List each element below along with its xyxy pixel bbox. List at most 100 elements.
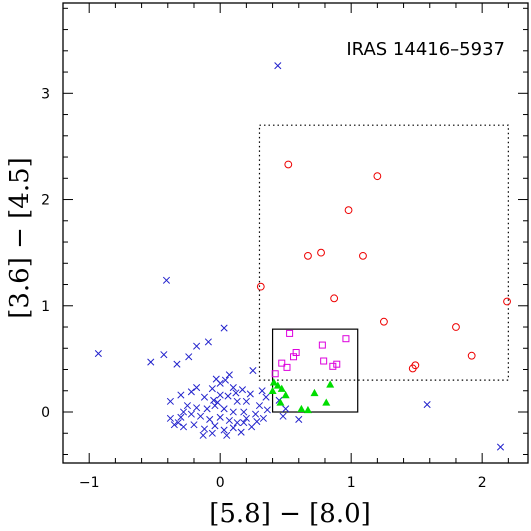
data-point-cross xyxy=(242,397,250,405)
data-point-triangle xyxy=(297,404,306,413)
data-point-square xyxy=(278,359,286,367)
data-point-cross xyxy=(212,375,220,383)
data-point-circle xyxy=(467,351,476,360)
data-point-triangle xyxy=(269,378,278,386)
data-point-cross xyxy=(232,389,240,397)
data-point-cross xyxy=(190,421,198,429)
data-point-cross xyxy=(216,391,224,399)
data-point-square xyxy=(271,370,279,378)
data-point-circle xyxy=(256,282,265,291)
data-point-cross xyxy=(225,371,233,379)
data-point-circle xyxy=(452,323,460,331)
data-point-cross xyxy=(259,414,267,422)
data-point-cross xyxy=(279,412,287,420)
data-point-cross xyxy=(94,350,102,358)
data-point-cross xyxy=(263,406,271,414)
data-point-cross xyxy=(204,338,212,346)
data-point-triangle xyxy=(326,380,335,388)
data-point-circle xyxy=(380,317,388,326)
data-point-square xyxy=(283,363,291,371)
data-point-cross xyxy=(147,358,155,366)
data-point-triangle xyxy=(281,391,290,399)
data-point-cross xyxy=(220,426,228,434)
data-point-cross xyxy=(193,404,201,412)
data-point-cross xyxy=(240,419,248,427)
data-point-cross xyxy=(216,413,224,421)
data-point-cross xyxy=(179,423,188,431)
data-point-cross xyxy=(174,419,182,427)
data-point-circle xyxy=(317,248,325,257)
data-point-cross xyxy=(229,408,237,416)
data-point-circle xyxy=(330,294,339,303)
data-point-cross xyxy=(224,392,232,400)
data-point-cross xyxy=(173,360,181,368)
data-point-cross xyxy=(177,413,185,421)
data-point-cross xyxy=(295,415,303,423)
data-point-cross xyxy=(240,408,248,416)
data-point-square xyxy=(286,329,294,337)
data-point-cross xyxy=(208,429,216,437)
data-point-cross xyxy=(170,421,178,429)
data-point-cross xyxy=(246,390,254,398)
data-point-cross xyxy=(274,62,282,70)
data-point-cross xyxy=(187,410,195,418)
data-point-circle xyxy=(284,160,293,169)
y-tick-label: 1 xyxy=(41,299,50,315)
data-point-triangle xyxy=(310,388,319,397)
data-point-cross xyxy=(223,431,231,439)
data-point-circle xyxy=(359,251,367,260)
data-point-cross xyxy=(251,410,260,418)
data-point-cross xyxy=(183,402,191,410)
data-point-cross xyxy=(193,342,201,350)
data-point-cross xyxy=(210,396,218,404)
y-tick-label: 0 xyxy=(41,405,50,421)
data-point-triangle xyxy=(276,398,285,406)
data-point-square xyxy=(320,357,328,365)
x-tick-label: 1 xyxy=(347,475,356,491)
data-point-cross xyxy=(200,393,209,401)
data-point-circle xyxy=(408,364,417,373)
data-point-circle xyxy=(304,251,312,260)
x-tick-label: 2 xyxy=(478,475,487,491)
chart-title: IRAS 14416–5937 xyxy=(346,39,505,60)
data-point-cross xyxy=(203,405,211,413)
data-point-cross xyxy=(225,416,233,425)
data-point-cross xyxy=(262,393,270,401)
x-tick-label: −1 xyxy=(79,475,100,491)
data-point-cross xyxy=(221,376,229,384)
region-box-dotted xyxy=(258,124,509,381)
data-point-cross xyxy=(233,419,241,427)
x-axis-label: [5.8] − [8.0] xyxy=(209,499,371,529)
data-point-cross xyxy=(179,408,188,416)
data-point-cross xyxy=(208,385,216,393)
data-point-circle xyxy=(373,172,382,181)
data-point-cross xyxy=(160,351,168,359)
data-point-triangle xyxy=(268,386,277,394)
data-point-cross xyxy=(220,324,228,332)
data-point-square xyxy=(329,362,337,370)
data-point-circle xyxy=(344,206,353,215)
y-tick-label: 3 xyxy=(41,86,50,102)
data-point-cross xyxy=(185,353,193,361)
data-point-cross xyxy=(196,412,205,420)
data-point-cross xyxy=(496,443,505,451)
data-point-square xyxy=(342,335,350,343)
data-point-cross xyxy=(162,276,171,284)
data-point-square xyxy=(318,341,326,349)
data-point-cross xyxy=(206,415,214,423)
data-point-cross xyxy=(220,405,228,413)
data-point-cross xyxy=(248,423,256,431)
data-point-cross xyxy=(423,401,431,409)
ticks-layer: −1 0 1 2 0 1 2 3 xyxy=(41,3,528,491)
data-point-cross xyxy=(258,387,266,395)
data-point-cross xyxy=(200,425,209,433)
x-tick-label: 0 xyxy=(216,475,225,491)
data-point-cross xyxy=(166,397,174,405)
data-point-cross xyxy=(211,422,219,430)
data-point-cross xyxy=(229,384,237,392)
data-point-triangle xyxy=(322,398,331,406)
regions-layer xyxy=(258,124,509,413)
data-point-cross xyxy=(193,384,201,392)
data-point-cross xyxy=(187,388,195,396)
